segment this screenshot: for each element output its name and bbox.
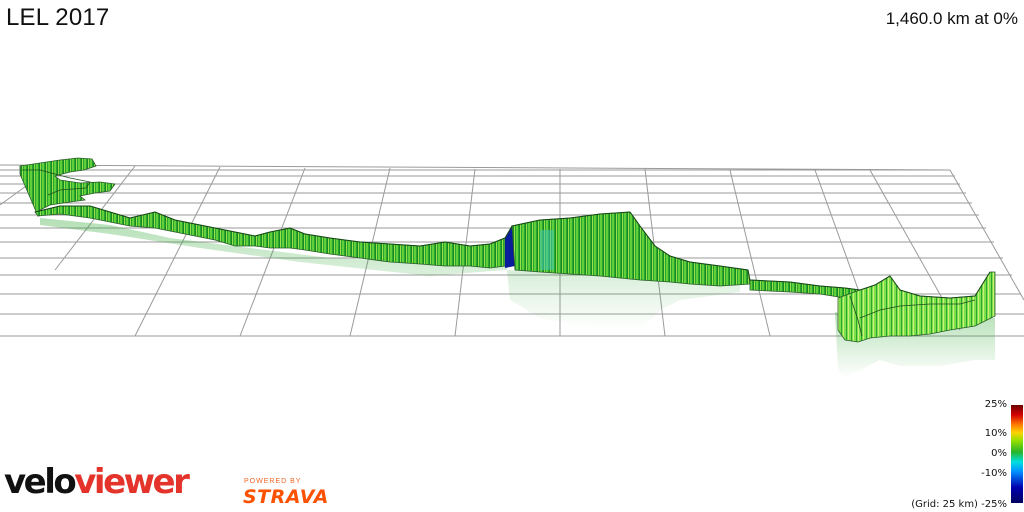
logo-velo: velo: [4, 462, 77, 502]
legend-tick-neg10: -10%: [981, 468, 1007, 479]
gradient-legend-bar: [1011, 405, 1023, 503]
legend-tick-0: 0%: [991, 448, 1007, 459]
legend-tick-min: -25%: [981, 499, 1007, 510]
grid-size-label: (Grid: 25 km): [911, 499, 978, 510]
legend-tick-10: 10%: [984, 428, 1007, 439]
logo-viewer: viewer: [74, 462, 190, 502]
legend-tick-max: 25%: [984, 399, 1007, 410]
veloviewer-logo[interactable]: veloviewer: [4, 462, 190, 502]
elevation-ribbon: [19, 157, 996, 343]
powered-by-label: POWERED BY: [244, 478, 302, 485]
distance-readout: 1,460.0 km at 0%: [885, 9, 1018, 28]
grid-scale-note: (Grid: 25 km) -25%: [911, 499, 1007, 510]
route-title: LEL 2017: [6, 4, 110, 31]
strava-logo[interactable]: STRAVA: [243, 486, 329, 508]
